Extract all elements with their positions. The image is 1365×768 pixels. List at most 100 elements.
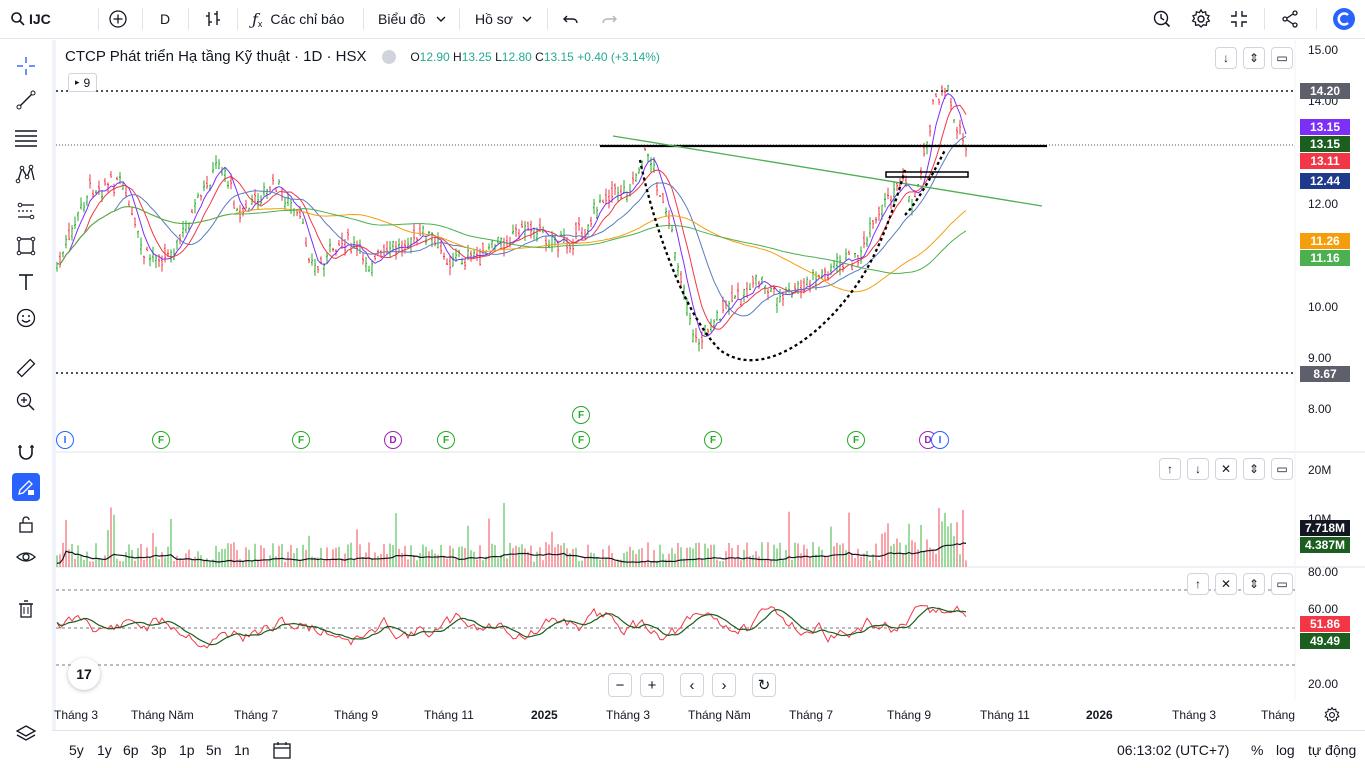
handle-box-drawing[interactable] xyxy=(885,171,969,178)
time-tick: Tháng xyxy=(1261,708,1296,722)
chevron-down-icon xyxy=(436,16,446,22)
fullscreen-button[interactable] xyxy=(1229,0,1249,38)
chart-layout-button[interactable]: Biểu đồ xyxy=(378,0,447,38)
legend-title[interactable]: CTCP Phát triển Hạ tầng Kỹ thuật · 1D · … xyxy=(65,48,367,65)
eye-icon xyxy=(16,552,36,562)
collapse-pane-button[interactable]: ⇕ xyxy=(1243,573,1265,595)
auto-scale-toggle[interactable]: tự động xyxy=(1308,741,1357,758)
market-status-icon[interactable] xyxy=(382,50,397,65)
pattern-tool[interactable] xyxy=(12,160,40,188)
event-marker[interactable]: F xyxy=(572,406,590,424)
time-tick: 2025 xyxy=(531,708,558,722)
move-pane-down-button[interactable]: ↓ xyxy=(1187,458,1209,480)
move-pane-up-button[interactable]: ↑ xyxy=(1159,458,1181,480)
hide-drawings-tool[interactable] xyxy=(12,543,40,571)
compare-button[interactable] xyxy=(108,0,128,38)
date-range-button[interactable] xyxy=(272,731,292,768)
collapse-pane-button[interactable]: ⇕ xyxy=(1243,458,1265,480)
log-toggle[interactable]: log xyxy=(1276,741,1295,758)
event-marker[interactable]: I xyxy=(56,431,74,449)
text-icon xyxy=(19,274,33,290)
event-marker[interactable]: F xyxy=(437,431,455,449)
close-pane-button[interactable]: ✕ xyxy=(1215,458,1237,480)
zoom-in-button[interactable]: + xyxy=(640,673,664,697)
trendline-tool[interactable] xyxy=(12,86,40,114)
pattern-icon xyxy=(15,164,35,184)
event-marker[interactable]: I xyxy=(931,431,949,449)
range-3m[interactable]: 3p xyxy=(151,741,167,758)
fib-tool[interactable] xyxy=(12,124,40,152)
tv-logo-icon[interactable]: 17 xyxy=(68,658,100,690)
timezone-button[interactable]: 06:13:02 (UTC+7) xyxy=(1117,741,1230,758)
price-label: 14.20 xyxy=(1300,83,1350,99)
shape-tool[interactable] xyxy=(12,232,40,260)
maximize-pane-button[interactable]: ▭ xyxy=(1271,458,1293,480)
range-1d[interactable]: 1n xyxy=(234,741,250,758)
pencil-lock-icon xyxy=(18,480,34,495)
measure-tool[interactable] xyxy=(12,354,40,382)
symbol-search[interactable]: IJC xyxy=(10,0,51,38)
chart-style-button[interactable] xyxy=(203,0,223,38)
share-button[interactable] xyxy=(1280,0,1300,38)
undo-button[interactable] xyxy=(562,0,580,38)
scroll-left-button[interactable]: ‹ xyxy=(680,673,704,697)
range-1y[interactable]: 1y xyxy=(97,741,112,758)
zoom-in-icon xyxy=(16,392,35,411)
bottom-toolbar: 5y 1y 6p 3p 1p 5n 1n 06:13:02 (UTC+7) % … xyxy=(52,730,1365,768)
text-tool[interactable] xyxy=(12,268,40,296)
maximize-pane-button[interactable]: ▭ xyxy=(1271,573,1293,595)
event-marker[interactable]: F xyxy=(704,431,722,449)
range-5y[interactable]: 5y xyxy=(69,741,84,758)
volume-label: 4.387M xyxy=(1300,537,1350,553)
zoom-out-button[interactable]: − xyxy=(608,673,632,697)
move-pane-down-button[interactable]: ↓ xyxy=(1215,47,1237,69)
range-1m[interactable]: 1p xyxy=(179,741,195,758)
settings-button[interactable] xyxy=(1190,0,1212,38)
object-tree-button[interactable] xyxy=(12,720,40,748)
collapse-pane-button[interactable]: ⇕ xyxy=(1243,47,1265,69)
chart-type-label: Biểu đồ xyxy=(378,11,426,27)
crosshair-tool[interactable] xyxy=(12,52,40,80)
trend-line-drawing[interactable] xyxy=(612,135,1043,207)
lock-all-tool[interactable] xyxy=(12,510,40,538)
legend-change: +0.40 (+3.14%) xyxy=(577,50,660,64)
indicator-collapse-button[interactable]: ▸ 9 xyxy=(68,73,98,92)
event-marker[interactable]: F xyxy=(292,431,310,449)
emoji-tool[interactable] xyxy=(12,304,40,332)
reset-chart-button[interactable]: ↻ xyxy=(752,673,776,697)
interval-button[interactable]: D xyxy=(160,11,171,27)
profile-button[interactable]: Hồ sơ xyxy=(475,0,533,38)
redo-icon xyxy=(602,15,617,24)
lock-drawing-tool[interactable] xyxy=(12,473,40,501)
plus-circle-icon xyxy=(109,10,127,28)
gear-icon xyxy=(1324,706,1340,723)
maximize-pane-button[interactable]: ▭ xyxy=(1271,47,1293,69)
close-pane-button[interactable]: ✕ xyxy=(1215,573,1237,595)
axis-settings-button[interactable] xyxy=(1323,706,1341,729)
event-marker[interactable]: F xyxy=(572,431,590,449)
percent-toggle[interactable]: % xyxy=(1251,741,1264,758)
price-tick: 15.00 xyxy=(1308,43,1339,57)
range-6m[interactable]: 6p xyxy=(123,741,139,758)
redo-button[interactable] xyxy=(600,0,618,38)
alert-button[interactable] xyxy=(1152,0,1172,38)
trendline-icon xyxy=(16,90,36,110)
event-marker[interactable]: D xyxy=(384,431,402,449)
cup-pattern-drawing[interactable] xyxy=(638,159,907,362)
move-pane-up-button[interactable]: ↑ xyxy=(1187,573,1209,595)
time-tick: Tháng Năm xyxy=(131,708,194,722)
moving-averages-group xyxy=(56,92,967,337)
rsi-label: 51.86 xyxy=(1300,616,1350,632)
price-label: 13.15 xyxy=(1300,119,1350,135)
remove-drawings-tool[interactable] xyxy=(12,595,40,623)
zoom-tool[interactable] xyxy=(12,388,40,416)
scroll-right-button[interactable]: › xyxy=(712,673,736,697)
magnet-tool[interactable] xyxy=(12,438,40,466)
event-marker[interactable]: F xyxy=(847,431,865,449)
prediction-tool[interactable] xyxy=(12,197,40,225)
range-5d[interactable]: 5n xyxy=(206,741,222,758)
handle-pattern-drawing[interactable] xyxy=(904,149,947,216)
event-marker[interactable]: F xyxy=(152,431,170,449)
